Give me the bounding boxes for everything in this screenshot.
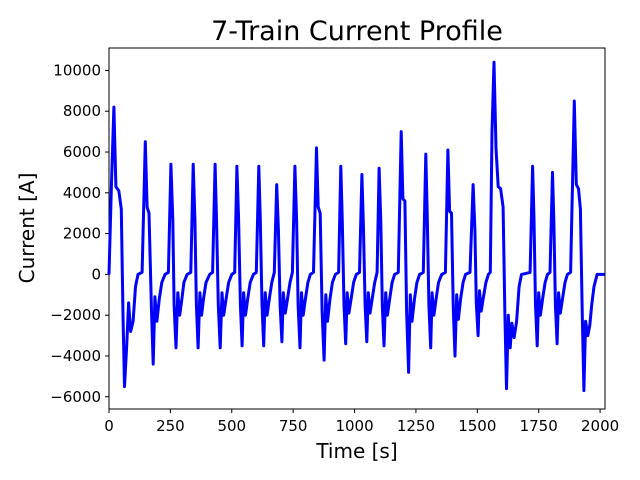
y-axis-label: Current [A] [15,173,39,284]
x-tick-label: 1250 [397,417,435,435]
y-tick-label: −6000 [50,388,101,406]
x-tick-label: 0 [104,417,114,435]
x-axis-ticks: 0 250 500 750 1000 1250 1500 1750 2000 [104,409,619,435]
chart-title: 7-Train Current Profile [211,16,503,47]
x-tick-label: 1000 [335,417,373,435]
y-tick-label: 4000 [63,184,101,202]
x-tick-label: 500 [217,417,246,435]
y-tick-label: 2000 [63,225,101,243]
y-tick-label: 10000 [53,61,101,79]
y-tick-label: −2000 [50,306,101,324]
y-tick-label: 6000 [63,143,101,161]
y-tick-label: 8000 [63,102,101,120]
x-tick-label: 2000 [581,417,619,435]
y-tick-label: −4000 [50,347,101,365]
y-tick-label: 0 [91,265,101,283]
current-series-line [107,60,605,393]
x-tick-label: 1750 [520,417,558,435]
x-tick-label: 750 [279,417,308,435]
x-tick-label: 250 [156,417,185,435]
x-tick-label: 1500 [458,417,496,435]
x-axis-label: Time [s] [315,439,397,463]
y-axis-ticks: −6000 −4000 −2000 0 2000 4000 6000 8000 10000 [50,61,109,406]
